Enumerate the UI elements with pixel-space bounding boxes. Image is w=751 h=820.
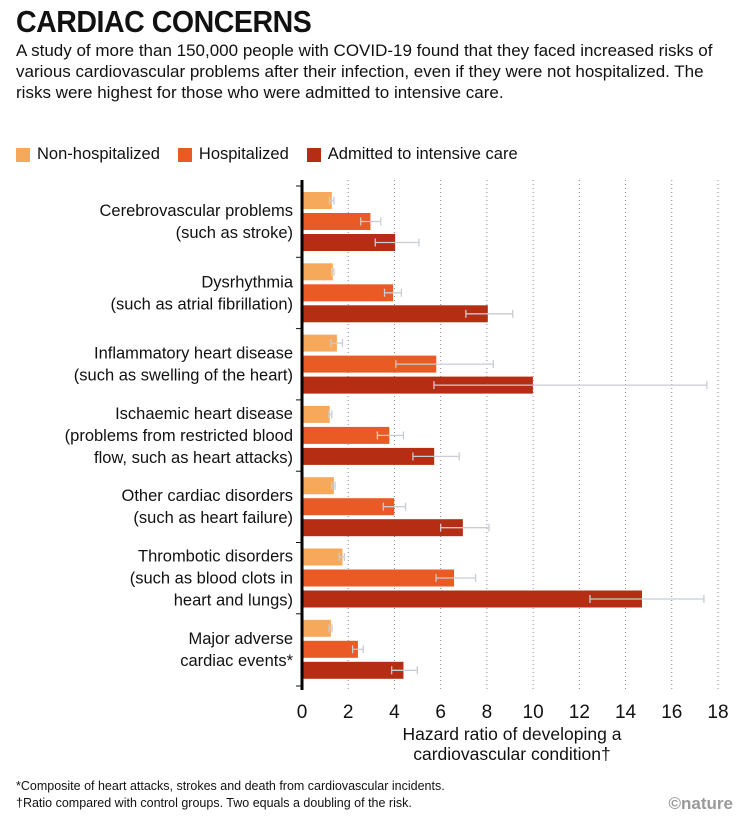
bar <box>302 477 334 495</box>
legend: Non-hospitalized Hospitalized Admitted t… <box>16 145 518 164</box>
category-label: (such as swelling of the heart) <box>74 367 293 385</box>
category-label: Other cardiac disorders <box>122 487 294 505</box>
category-label: cardiac events* <box>180 652 293 670</box>
legend-label: Admitted to intensive care <box>327 145 518 163</box>
legend-swatch <box>16 147 30 162</box>
bar <box>302 498 395 516</box>
bar <box>302 405 330 423</box>
x-tick-label: 0 <box>297 702 308 723</box>
bar <box>302 569 455 587</box>
footnote: †Ratio compared with control groups. Two… <box>16 796 412 810</box>
bar <box>302 590 642 608</box>
bar <box>302 213 371 230</box>
x-tick-label: 2 <box>343 702 354 723</box>
bar <box>302 640 358 658</box>
category-label: Cerebrovascular problems <box>100 202 294 220</box>
category-label: (problems from restricted blood <box>65 427 293 445</box>
legend-item-non-hospitalized: Non-hospitalized <box>16 145 160 164</box>
legend-swatch <box>177 147 192 162</box>
category-label: (such as blood clots in <box>130 570 293 588</box>
footnote: *Composite of heart attacks, strokes and… <box>16 779 445 793</box>
legend-item-icu: Admitted to intensive care <box>306 145 518 164</box>
category-label: flow, such as heart attacks) <box>94 449 293 467</box>
bar <box>302 376 533 394</box>
category-label: (such as heart failure) <box>133 509 293 527</box>
category-label: heart and lungs) <box>174 592 293 610</box>
category-label: Thrombotic disorders <box>138 548 293 566</box>
bar <box>302 661 404 679</box>
category-label: Ischaemic heart disease <box>115 405 293 423</box>
bar <box>302 234 396 251</box>
bar <box>302 355 437 373</box>
x-axis-title: Hazard ratio of developing a <box>403 724 622 744</box>
footnotes: *Composite of heart attacks, strokes and… <box>16 778 445 812</box>
category-label: Major adverse <box>188 630 293 648</box>
bar <box>302 447 435 465</box>
bar <box>302 334 337 352</box>
bar <box>302 619 331 637</box>
legend-label: Hospitalized <box>198 145 289 163</box>
bar <box>302 305 488 323</box>
legend-label: Non-hospitalized <box>37 145 160 163</box>
bar <box>302 263 333 281</box>
x-tick-label: 8 <box>482 702 493 723</box>
x-tick-label: 18 <box>707 702 728 723</box>
category-label: (such as stroke) <box>176 224 293 242</box>
legend-swatch <box>306 147 321 162</box>
bar <box>302 519 463 537</box>
x-tick-label: 14 <box>615 702 637 723</box>
x-tick-label: 6 <box>435 702 446 723</box>
bar <box>302 426 390 444</box>
x-tick-label: 10 <box>523 702 544 723</box>
category-label: Dysrhythmia <box>201 273 294 291</box>
x-tick-label: 12 <box>569 702 590 723</box>
x-tick-label: 4 <box>389 702 400 723</box>
chart-title: CARDIAC CONCERNS <box>16 4 312 39</box>
bar <box>302 548 343 566</box>
bar <box>302 192 332 209</box>
x-tick-label: 16 <box>661 702 682 723</box>
legend-item-hospitalized: Hospitalized <box>177 145 289 164</box>
bar <box>302 284 394 302</box>
category-label: (such as atrial fibrillation) <box>111 295 293 313</box>
nature-logo: ©nature <box>668 794 733 813</box>
x-axis-title: cardiovascular condition† <box>413 744 610 764</box>
chart-subtitle: A study of more than 150,000 people with… <box>16 41 713 102</box>
category-label: Inflammatory heart disease <box>94 345 293 363</box>
